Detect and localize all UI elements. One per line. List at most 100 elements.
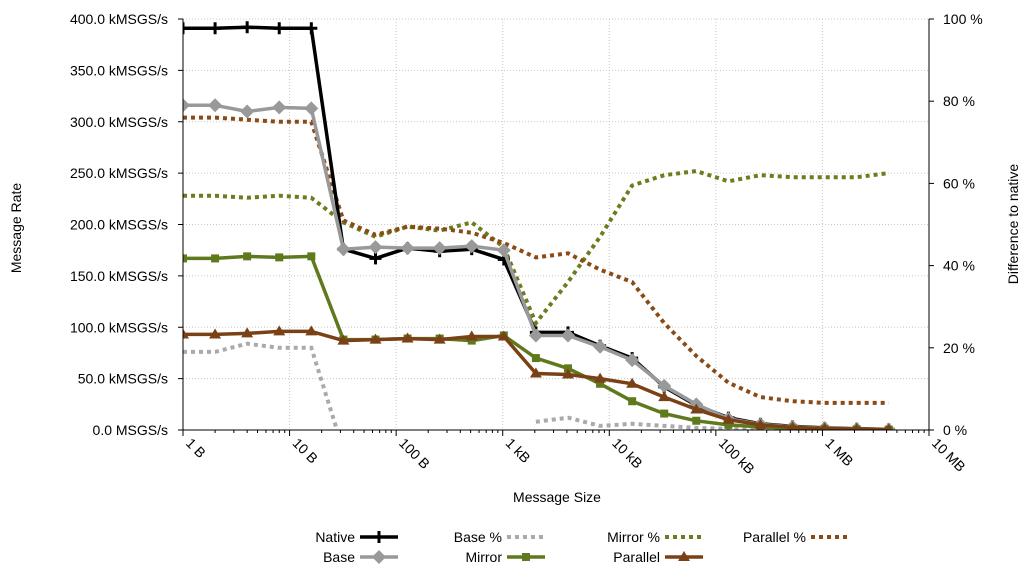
- data-point: [625, 353, 640, 368]
- data-point: [337, 334, 350, 345]
- y2-tick-label: 0 %: [943, 422, 967, 438]
- data-point: [658, 391, 671, 402]
- y2-tick-label: 100 %: [943, 11, 983, 27]
- y-tick-label: 350.0 kMSGS/s: [70, 62, 168, 78]
- series-line: [183, 115, 889, 405]
- data-point: [305, 22, 318, 35]
- series-parallel: [183, 115, 889, 405]
- legend-label: Parallel %: [743, 529, 806, 545]
- data-point: [628, 397, 637, 406]
- data-point: [852, 422, 861, 430]
- y-tick-label: 200.0 kMSGS/s: [70, 217, 168, 233]
- axes: 0.0 MSGS/s 50.0 kMSGS/s 100.0 kMSGS/s 150.0…: [70, 11, 983, 477]
- legend-item-mirror: Mirror %: [607, 529, 703, 545]
- legend-item-parallel: Parallel: [613, 549, 703, 565]
- data-point: [754, 418, 767, 429]
- legend-marker: [678, 551, 690, 561]
- data-point: [593, 339, 608, 354]
- data-point: [528, 328, 543, 343]
- series-base: [183, 98, 896, 430]
- data-point: [336, 242, 351, 257]
- data-point: [401, 332, 414, 343]
- data-point: [211, 254, 220, 263]
- series-line: [183, 103, 889, 430]
- data-point: [820, 422, 830, 430]
- data-point: [531, 354, 540, 363]
- data-point: [561, 368, 574, 379]
- legend-item-base: Base %: [454, 529, 545, 545]
- data-point: [433, 333, 446, 344]
- data-point: [183, 328, 189, 339]
- data-point: [304, 101, 319, 116]
- legend-label: Base %: [454, 529, 502, 545]
- data-point: [690, 403, 703, 414]
- data-point: [660, 409, 669, 418]
- legend-marker: [522, 553, 530, 561]
- data-point: [273, 22, 286, 35]
- data-point: [208, 98, 223, 113]
- data-point: [183, 22, 189, 35]
- series-mirror: [183, 252, 893, 430]
- data-point: [305, 325, 318, 336]
- y-tick-label: 300.0 kMSGS/s: [70, 114, 168, 130]
- series-base: [183, 341, 889, 430]
- series-layer: [183, 21, 896, 430]
- data-point: [596, 379, 605, 388]
- data-point: [272, 100, 287, 115]
- series-line: [183, 169, 890, 328]
- legend-label: Mirror: [465, 549, 502, 565]
- x-axis-title: Message Size: [513, 489, 601, 505]
- legend-marker: [372, 550, 386, 564]
- y-tick-label: 100.0 kMSGS/s: [70, 319, 168, 335]
- series-line: [535, 415, 889, 430]
- data-point: [369, 333, 382, 344]
- data-point: [626, 377, 639, 388]
- x-tick-label: 1 MB: [822, 435, 856, 469]
- legend-label: Parallel: [613, 549, 660, 565]
- x-tick-label: 1 B: [183, 435, 209, 461]
- data-point: [563, 364, 572, 373]
- data-point: [467, 336, 476, 345]
- data-point: [368, 240, 383, 255]
- data-point: [657, 378, 672, 393]
- data-point: [787, 421, 798, 430]
- legend: Native Base Base % Mirror Mirror % Parallel Pa…: [315, 529, 849, 565]
- y-tick-label: 0.0 MSGS/s: [93, 422, 168, 438]
- data-point: [241, 21, 254, 34]
- x-tick-label: 10 B: [289, 435, 321, 467]
- data-point: [884, 423, 893, 430]
- y-tick-label: 50.0 kMSGS/s: [78, 371, 168, 387]
- data-point: [464, 239, 479, 254]
- x-tick-label: 100 kB: [716, 435, 758, 477]
- data-point: [496, 243, 511, 258]
- data-point: [722, 413, 735, 424]
- data-point: [183, 254, 187, 263]
- y-tick-label: 400.0 kMSGS/s: [70, 11, 168, 27]
- data-point: [209, 328, 222, 339]
- legend-item-mirror: Mirror: [465, 549, 545, 565]
- y-tick-label: 250.0 kMSGS/s: [70, 165, 168, 181]
- data-point: [724, 420, 733, 429]
- x-tick-label: 1 kB: [503, 435, 534, 466]
- data-point: [273, 325, 286, 336]
- x-tick-label: 100 B: [396, 435, 433, 472]
- y2-axis-title: Difference to native: [1005, 164, 1021, 285]
- data-point: [594, 372, 607, 383]
- data-point: [275, 253, 284, 262]
- y2-tick-label: 80 %: [943, 93, 975, 109]
- series-mirror: [183, 169, 890, 328]
- data-point: [432, 241, 447, 256]
- data-point: [400, 241, 415, 256]
- y2-tick-label: 60 %: [943, 175, 975, 191]
- x-tick-label: 10 kB: [609, 435, 646, 472]
- grid: [182, 18, 930, 431]
- y2-tick-label: 20 %: [943, 340, 975, 356]
- data-point: [243, 252, 252, 261]
- x-tick-label: 10 MB: [929, 435, 969, 475]
- data-point: [307, 252, 316, 261]
- data-point: [560, 328, 575, 343]
- data-point: [183, 98, 190, 113]
- series-parallel: [183, 325, 893, 430]
- y-tick-label: 150.0 kMSGS/s: [70, 268, 168, 284]
